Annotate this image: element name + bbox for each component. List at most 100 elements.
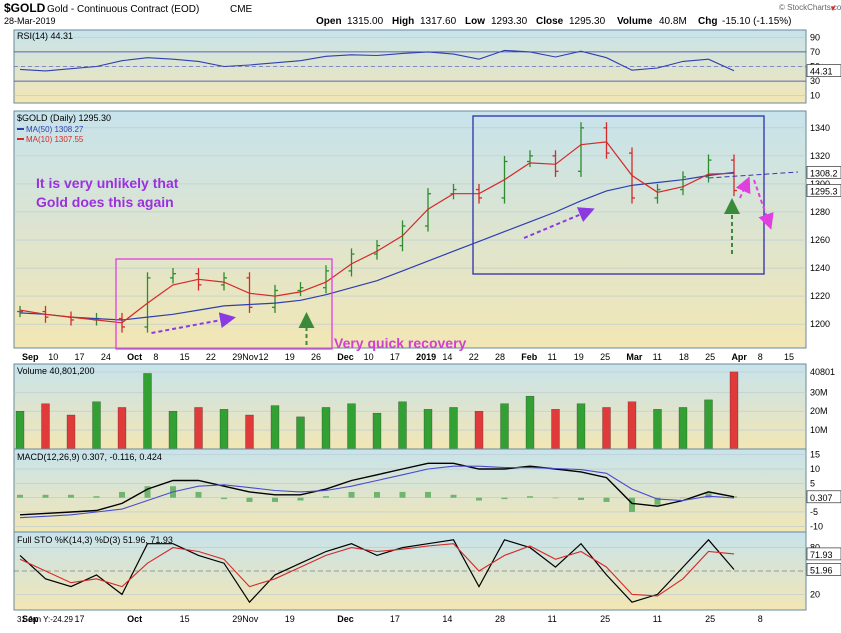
price-tag-ma50-box [806, 166, 841, 179]
watermark: © StockCharts.com [779, 3, 841, 12]
volume-bar [66, 414, 76, 450]
price-xtick-label: 11 [548, 352, 557, 362]
exchange: CME [230, 4, 253, 15]
x-axes: Sep 10 17 24 Oct 8 15 22 29Nov 12 19 26 Dec 10 17 2019 1… [22, 352, 794, 362]
pink-arrow-down [753, 179, 774, 230]
chg-value: -15.10 (-1.15%) [722, 16, 791, 27]
macd-histogram-bar [93, 496, 100, 498]
price-xtick-label: Apr [731, 352, 747, 362]
macd-histogram-bar [221, 497, 227, 500]
macd-histogram-bar [119, 491, 125, 498]
sto-k-line [19, 538, 735, 604]
sto-footer: 31 Jan Y:-24.29 [17, 615, 73, 624]
price-ytick-label: 1220 [810, 291, 830, 301]
price-xtick-label: 25 [705, 352, 715, 362]
volume-bar [219, 409, 229, 450]
macd-histogram-bar [297, 497, 304, 501]
volume-bar [398, 401, 407, 450]
price-tag-close: 1295.3 [810, 187, 838, 197]
volume-bar [117, 407, 127, 450]
rsi-last-value: 44.31 [810, 67, 833, 77]
macd-ytick-label: 5 [810, 478, 815, 488]
macd-title: MACD(12,26,9) 0.307, -0.116, 0.424 [17, 452, 162, 462]
sto-k-last-value-box [806, 563, 841, 576]
sto-xtick-label: 17 [75, 614, 85, 624]
rsi-title: RSI(14) 44.31 [17, 31, 73, 41]
macd-histogram-bar [323, 496, 329, 498]
price-xtick-label: 19 [285, 352, 295, 362]
sto-xtick-label: 14 [442, 614, 452, 624]
price-xtick-label: 10 [364, 352, 374, 362]
volume-bar [627, 401, 637, 450]
rsi-ytick-label: 10 [810, 91, 820, 101]
price-xtick-label: 17 [75, 352, 85, 362]
macd-histogram-bar [246, 497, 253, 502]
macd-histogram-bar [501, 497, 508, 500]
macd-histogram-bar [680, 497, 686, 499]
price-xtick-label: 18 [679, 352, 689, 362]
macd-signal-line [19, 465, 735, 519]
sto-xtick-label: 19 [285, 614, 295, 624]
volume-bar [602, 407, 611, 450]
volume-bar [449, 407, 458, 450]
price-xtick-label: 25 [600, 352, 610, 362]
annotation-recovery: Very quick recovery [334, 335, 467, 351]
price-xtick-label: 28 [495, 352, 505, 362]
volume-bar [500, 403, 509, 450]
sto-xtick-label: 25 [600, 614, 610, 624]
price-xtick-label: 11 [653, 352, 662, 362]
volume-value: 40.8M [659, 16, 687, 27]
macd-histogram-bar [476, 497, 482, 501]
price-ytick-label: 1320 [810, 151, 830, 161]
macd-histogram-bar [603, 497, 610, 502]
price-xtick-label: 19 [574, 352, 584, 362]
price-legend-ma10: MA(10) 1307.55 [26, 135, 84, 144]
annotation-unlikely-line1: It is very unlikely that [36, 175, 179, 191]
close-value: 1295.30 [569, 16, 606, 27]
low-value: 1293.30 [491, 16, 528, 27]
volume-title: Volume 40,801,200 [17, 366, 95, 376]
price-tag-close-box [806, 184, 841, 197]
volume-label: Volume [617, 16, 653, 27]
macd-ytick-label: -10 [810, 521, 823, 531]
macd-histogram-bar [552, 497, 559, 499]
ma50-line [19, 171, 735, 321]
volume-bar [347, 403, 356, 450]
rsi-ytick-label: 90 [810, 32, 820, 42]
price-ytick-label: 1300 [810, 179, 830, 189]
volume-bar [678, 407, 688, 450]
price-ytick-label: 1260 [810, 235, 830, 245]
volume-ytick-label: 40801 [810, 367, 835, 377]
volume-bar [321, 407, 331, 450]
sto-xtick-label: 11 [653, 614, 662, 624]
annotation-unlikely-line2: Gold does this again [36, 194, 174, 210]
volume-ytick-label: 30M [810, 387, 828, 397]
volume-bar [296, 416, 305, 450]
volume-bar [525, 395, 535, 450]
sto-xtick-label: 11 [548, 614, 557, 624]
volume-bar [245, 414, 254, 450]
macd-histogram-bar [272, 497, 278, 502]
price-xtick-label: Dec [337, 352, 354, 362]
purple-arrow-right [523, 207, 595, 239]
open-value: 1315.00 [347, 16, 384, 27]
sto-xtick-label: Sep [22, 614, 39, 624]
macd-histogram-bar [629, 497, 635, 512]
price-ytick-label: 1340 [810, 123, 830, 133]
price-xtick-label: 29Nov [232, 352, 259, 362]
macd-histogram-bar [399, 491, 406, 498]
rsi-ytick-label: 70 [810, 47, 820, 57]
sto-xtick-label: 28 [495, 614, 505, 624]
volume-bar [653, 409, 662, 450]
symbol: $GOLD [4, 1, 46, 15]
volume-bar [576, 403, 586, 450]
sto-xtick-label: Dec [337, 614, 354, 624]
price-xtick-label: 10 [48, 352, 58, 362]
price-legend-ma50: MA(50) 1308.27 [26, 125, 84, 134]
instrument-name: Gold - Continuous Contract (EOD) [47, 4, 199, 15]
price-xtick-label: Oct [127, 352, 142, 362]
sto-ytick-label: 20 [810, 589, 820, 599]
sto-title: Full STO %K(14,3) %D(3) 51.96, 71.93 [17, 535, 173, 545]
